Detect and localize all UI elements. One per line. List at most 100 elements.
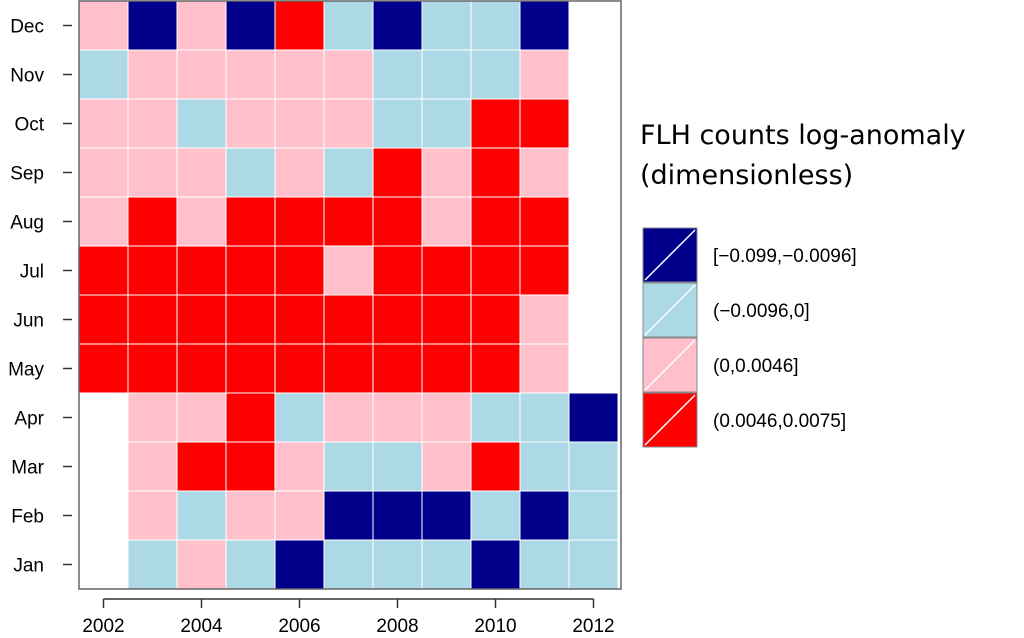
legend: [−0.099,−0.0096] (−0.0096,0] (0,0.0046] (0.… <box>642 227 857 448</box>
cell-aug-2007 <box>323 196 374 247</box>
legend-title: FLH counts log-anomaly (dimensionless) <box>640 116 966 196</box>
y-tick-label-feb: Feb <box>11 507 44 528</box>
heatmap-cells <box>78 0 619 590</box>
cell-dec-2011 <box>519 0 570 51</box>
legend-label-2: (0,0.0046] <box>713 356 799 377</box>
cell-nov-2010 <box>470 49 521 100</box>
cell-aug-2011 <box>519 196 570 247</box>
y-tick-label-apr: Apr <box>14 409 44 430</box>
y-tick-label-sep: Sep <box>10 164 44 185</box>
cell-jan-2008 <box>372 539 423 590</box>
cell-mar-2006 <box>274 441 325 492</box>
legend-title-line-1: FLH counts log-anomaly <box>640 120 966 151</box>
legend-swatch-diagonal-3 <box>644 394 696 446</box>
cell-oct-2003 <box>127 98 178 149</box>
cell-jan-2010 <box>470 539 521 590</box>
y-tick-label-nov: Nov <box>10 66 44 87</box>
cell-oct-2005 <box>225 98 276 149</box>
cell-apr-2008 <box>372 392 423 443</box>
y-tick-label-oct: Oct <box>14 115 44 136</box>
cell-mar-2009 <box>421 441 472 492</box>
cell-nov-2007 <box>323 49 374 100</box>
cell-jun-2007 <box>323 294 374 345</box>
cell-dec-2003 <box>127 0 178 51</box>
cell-oct-2007 <box>323 98 374 149</box>
cell-may-2005 <box>225 343 276 394</box>
cell-jul-2005 <box>225 245 276 296</box>
cell-sep-2007 <box>323 147 374 198</box>
cell-dec-2008 <box>372 0 423 51</box>
legend-label-3: (0.0046,0.0075] <box>713 411 846 432</box>
cell-mar-2003 <box>127 441 178 492</box>
cell-dec-2002 <box>78 0 129 51</box>
legend-swatch-diagonal-0 <box>644 229 696 281</box>
cell-mar-2004 <box>176 441 227 492</box>
cell-aug-2005 <box>225 196 276 247</box>
cell-jul-2003 <box>127 245 178 296</box>
x-tick-label-2006: 2006 <box>278 616 320 637</box>
y-tick-label-dec: Dec <box>10 17 44 38</box>
y-tick-label-mar: Mar <box>11 458 44 479</box>
cell-jun-2010 <box>470 294 521 345</box>
cell-apr-2010 <box>470 392 521 443</box>
cell-nov-2002 <box>78 49 129 100</box>
cell-apr-2007 <box>323 392 374 443</box>
cell-jan-2009 <box>421 539 472 590</box>
cell-mar-2008 <box>372 441 423 492</box>
cell-jul-2006 <box>274 245 325 296</box>
cell-dec-2009 <box>421 0 472 51</box>
cell-sep-2004 <box>176 147 227 198</box>
cell-feb-2004 <box>176 490 227 541</box>
cell-jun-2002 <box>78 294 129 345</box>
cell-oct-2011 <box>519 98 570 149</box>
cell-feb-2006 <box>274 490 325 541</box>
cell-sep-2003 <box>127 147 178 198</box>
cell-may-2003 <box>127 343 178 394</box>
y-axis: Jan Feb Mar Apr May Jun Jul Aug Sep Oct Nov Dec <box>8 17 72 577</box>
y-tick-label-aug: Aug <box>10 213 44 234</box>
cell-may-2009 <box>421 343 472 394</box>
legend-swatch-diagonal-2 <box>644 339 696 391</box>
cell-jul-2002 <box>78 245 129 296</box>
cell-jan-2011 <box>519 539 570 590</box>
cell-jul-2008 <box>372 245 423 296</box>
cell-nov-2005 <box>225 49 276 100</box>
cell-jan-2005 <box>225 539 276 590</box>
cell-jun-2006 <box>274 294 325 345</box>
cell-feb-2012 <box>568 490 619 541</box>
cell-sep-2010 <box>470 147 521 198</box>
cell-aug-2004 <box>176 196 227 247</box>
cell-apr-2003 <box>127 392 178 443</box>
legend-swatch-diagonal-1 <box>644 284 696 336</box>
cell-oct-2008 <box>372 98 423 149</box>
cell-feb-2008 <box>372 490 423 541</box>
cell-sep-2008 <box>372 147 423 198</box>
x-tick-label-2010: 2010 <box>474 616 516 637</box>
x-tick-label-2008: 2008 <box>376 616 418 637</box>
cell-mar-2011 <box>519 441 570 492</box>
cell-may-2008 <box>372 343 423 394</box>
cell-jun-2009 <box>421 294 472 345</box>
cell-nov-2009 <box>421 49 472 100</box>
x-tick-label-2002: 2002 <box>82 616 124 637</box>
cell-aug-2003 <box>127 196 178 247</box>
cell-dec-2010 <box>470 0 521 51</box>
legend-title-line-2: (dimensionless) <box>640 160 854 191</box>
cell-aug-2008 <box>372 196 423 247</box>
x-tick-label-2012: 2012 <box>572 616 614 637</box>
y-tick-label-jun: Jun <box>13 311 44 332</box>
cell-nov-2006 <box>274 49 325 100</box>
cell-aug-2002 <box>78 196 129 247</box>
cell-jan-2006 <box>274 539 325 590</box>
cell-sep-2009 <box>421 147 472 198</box>
cell-jan-2003 <box>127 539 178 590</box>
cell-feb-2003 <box>127 490 178 541</box>
cell-apr-2005 <box>225 392 276 443</box>
cell-may-2004 <box>176 343 227 394</box>
cell-jun-2004 <box>176 294 227 345</box>
x-tick-label-2004: 2004 <box>180 616 223 637</box>
cell-jun-2005 <box>225 294 276 345</box>
cell-may-2010 <box>470 343 521 394</box>
cell-apr-2009 <box>421 392 472 443</box>
